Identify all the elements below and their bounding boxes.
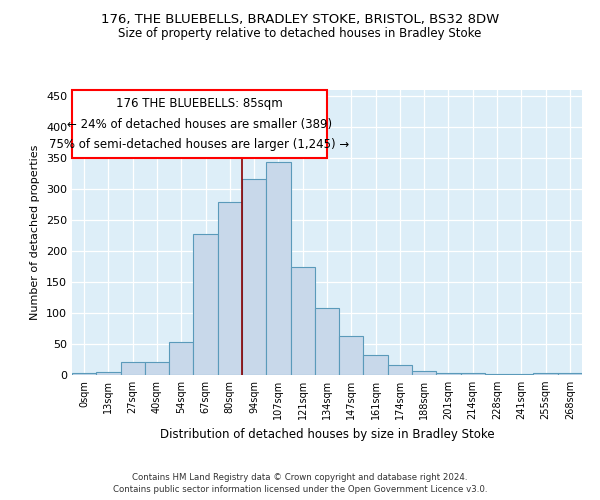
Bar: [193, 234, 218, 375]
Bar: [266, 162, 290, 375]
Bar: [436, 372, 461, 375]
Text: Contains HM Land Registry data © Crown copyright and database right 2024.: Contains HM Land Registry data © Crown c…: [132, 472, 468, 482]
FancyBboxPatch shape: [72, 90, 327, 158]
Bar: [145, 362, 169, 375]
Bar: [290, 266, 315, 375]
Bar: [218, 202, 242, 375]
Bar: [558, 373, 582, 375]
Bar: [485, 374, 509, 375]
Bar: [72, 373, 96, 375]
Bar: [96, 372, 121, 375]
Y-axis label: Number of detached properties: Number of detached properties: [31, 145, 40, 320]
X-axis label: Distribution of detached houses by size in Bradley Stoke: Distribution of detached houses by size …: [160, 428, 494, 440]
Bar: [533, 373, 558, 375]
Text: 176, THE BLUEBELLS, BRADLEY STOKE, BRISTOL, BS32 8DW: 176, THE BLUEBELLS, BRADLEY STOKE, BRIST…: [101, 12, 499, 26]
Bar: [315, 308, 339, 375]
Bar: [509, 374, 533, 375]
Bar: [388, 365, 412, 375]
Text: 176 THE BLUEBELLS: 85sqm: 176 THE BLUEBELLS: 85sqm: [116, 97, 283, 110]
Bar: [364, 355, 388, 375]
Bar: [242, 179, 266, 375]
Text: Size of property relative to detached houses in Bradley Stoke: Size of property relative to detached ho…: [118, 28, 482, 40]
Text: ← 24% of detached houses are smaller (389): ← 24% of detached houses are smaller (38…: [67, 118, 332, 130]
Text: Contains public sector information licensed under the Open Government Licence v3: Contains public sector information licen…: [113, 485, 487, 494]
Bar: [339, 336, 364, 375]
Text: 75% of semi-detached houses are larger (1,245) →: 75% of semi-detached houses are larger (…: [49, 138, 350, 151]
Bar: [412, 370, 436, 375]
Bar: [461, 373, 485, 375]
Bar: [169, 342, 193, 375]
Bar: [121, 362, 145, 375]
